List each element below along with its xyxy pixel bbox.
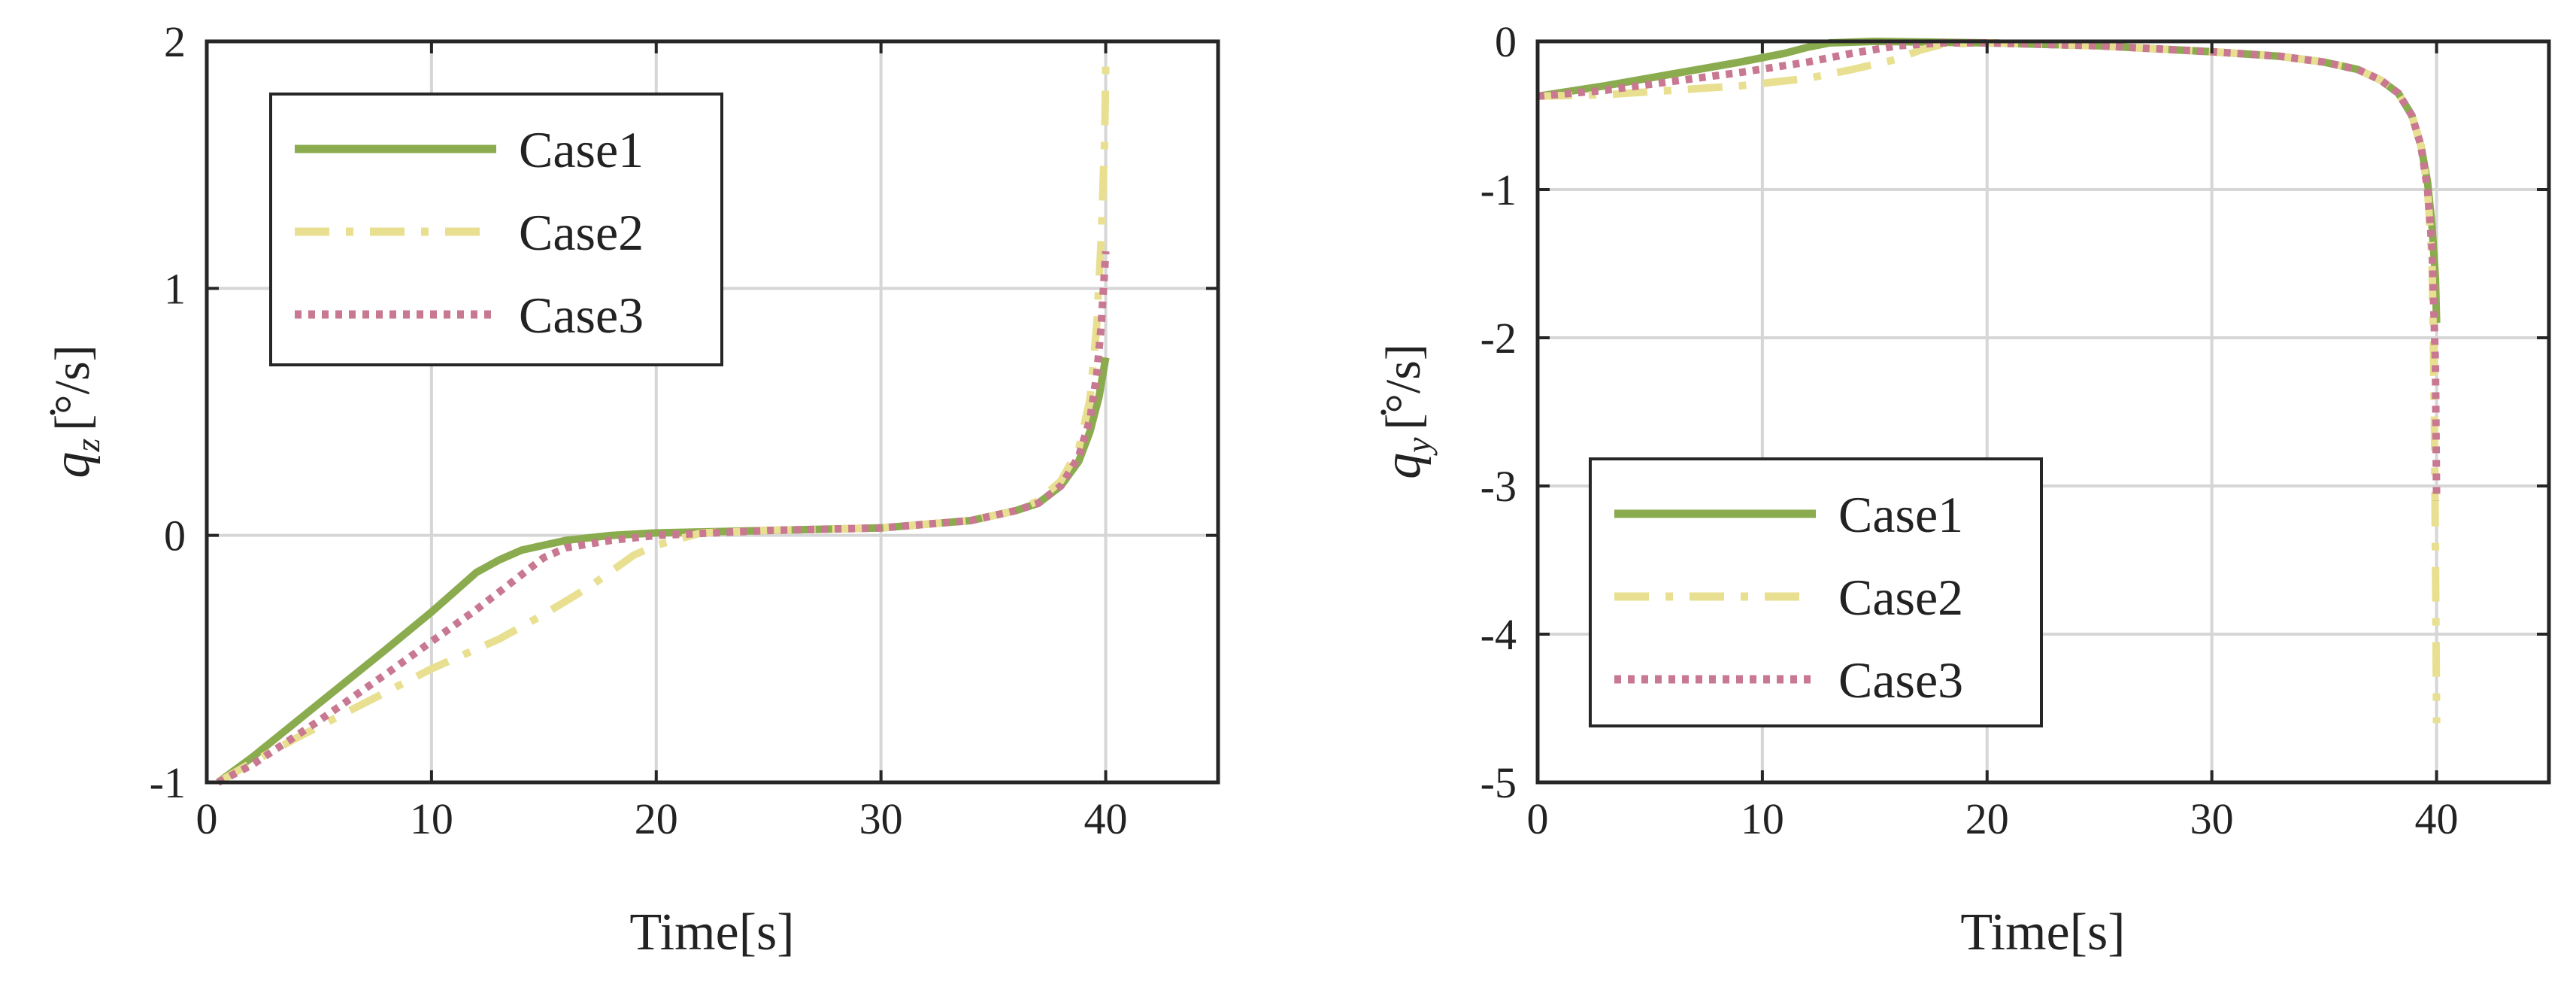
tick-labels: 0 10 20 30 40 -5 -4 -3 -2 -1 0 xyxy=(1480,17,2549,843)
y-axis-label: qz [°/s] xyxy=(43,345,107,478)
x-tick-label: 30 xyxy=(2190,794,2234,843)
x-tick-label: 0 xyxy=(1527,794,1549,843)
series-line-case3 xyxy=(1537,39,2441,501)
legend-box xyxy=(1589,457,2043,727)
legend: Case1 Case2 Case3 xyxy=(269,93,723,366)
y-tick-label: 0 xyxy=(164,512,186,560)
legend-label: Case2 xyxy=(1838,569,1963,626)
y-axis-unit: [°/s] xyxy=(45,345,100,430)
y-axis-symbol: q xyxy=(1374,453,1432,479)
legend-items: Case1 Case2 Case3 xyxy=(1614,486,1963,709)
legend: Case1 Case2 Case3 xyxy=(1589,457,2043,727)
x-axis-label: Time[s] xyxy=(1960,903,2125,961)
y-tick-label: 0 xyxy=(1495,17,1517,66)
x-tick-label: 0 xyxy=(196,794,218,843)
legend-box xyxy=(269,93,723,366)
x-axis-label: Time[s] xyxy=(629,903,794,961)
y-tick-label: -4 xyxy=(1480,610,1517,659)
x-tick-label: 40 xyxy=(2415,794,2459,843)
series-group xyxy=(1537,38,2441,724)
x-tick-label: 30 xyxy=(859,794,903,843)
svg-text:qz[°/s]: qz [°/s] xyxy=(43,345,107,478)
plot-frame xyxy=(205,39,1220,785)
chart-right: 0 10 20 30 40 -5 -4 -3 -2 -1 0 Time[s] qy [°/s] · C… xyxy=(1359,17,2551,961)
svg-text:qy[°/s]: qy [°/s] xyxy=(1374,344,1438,479)
legend-label: Case1 xyxy=(519,121,644,178)
x-tick-label: 20 xyxy=(1965,794,2009,843)
y-axis-subscript: z xyxy=(68,439,107,453)
y-tick-label: -3 xyxy=(1480,462,1517,511)
legend-label: Case3 xyxy=(1838,651,1963,709)
y-axis-unit: [°/s] xyxy=(1376,344,1431,430)
y-tick-label: -2 xyxy=(1480,314,1517,363)
legend-items: Case1 Case2 Case3 xyxy=(295,121,644,344)
series-group xyxy=(215,65,1110,786)
y-tick-label: 2 xyxy=(164,17,186,66)
y-tick-label: 1 xyxy=(164,264,186,313)
y-tick-label: -1 xyxy=(150,758,186,807)
legend-label: Case1 xyxy=(1838,486,1963,543)
series-line-case2 xyxy=(1537,39,2441,724)
y-axis-dot: · xyxy=(1359,405,1408,420)
y-tick-label: -1 xyxy=(1480,166,1517,214)
legend-label: Case2 xyxy=(519,204,644,261)
y-axis-label: qy [°/s] xyxy=(1374,344,1438,479)
y-axis-dot: · xyxy=(28,405,77,420)
x-tick-label: 20 xyxy=(635,794,678,843)
legend-label: Case3 xyxy=(519,287,644,344)
plot-frame xyxy=(1535,39,2551,785)
x-tick-label: 10 xyxy=(410,794,453,843)
series-line-case3 xyxy=(216,251,1110,786)
x-tick-label: 40 xyxy=(1084,794,1128,843)
y-axis-symbol: q xyxy=(43,452,101,478)
y-tick-label: -5 xyxy=(1480,758,1517,807)
x-tick-label: 10 xyxy=(1741,794,1784,843)
y-axis-subscript: y xyxy=(1399,437,1438,456)
